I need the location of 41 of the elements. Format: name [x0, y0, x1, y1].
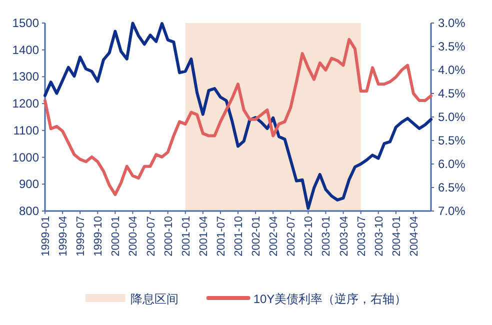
x-tick-label: 2004-04 — [408, 216, 420, 256]
x-tick-label: 1999-10 — [92, 216, 105, 256]
x-tick-label: 2002-04 — [268, 216, 280, 256]
y-tick-label: 900 — [18, 177, 40, 192]
x-tick-label: 2002-07 — [286, 216, 298, 256]
x-tick-label: 2003-01 — [320, 216, 333, 256]
x-tick-label: 2000-01 — [110, 216, 122, 256]
y-tick-label: 1400 — [12, 42, 40, 57]
x-tick-label: 2003-04 — [338, 216, 350, 256]
y-tick-label: 1200 — [12, 96, 40, 111]
y-tick-label: 800 — [18, 204, 40, 218]
x-tick-label: 1999-01 — [40, 216, 52, 256]
x-tick-label: 2000-04 — [128, 216, 140, 256]
x-tick-label: 1999-07 — [75, 216, 88, 256]
x-tick-label: 2000-07 — [145, 216, 158, 256]
y2-tick-label: 3.5% — [438, 40, 466, 54]
x-tick-label: 2002-01 — [250, 216, 263, 256]
x-tick-label: 2001-10 — [233, 216, 245, 256]
y2-tick-label: 4.0% — [438, 63, 466, 77]
x-tick-label: 2001-01 — [180, 216, 192, 256]
legend-label: 降息区间 — [130, 292, 178, 306]
x-tick-label: 1999-04 — [58, 216, 70, 256]
y-tick-label: 1000 — [12, 150, 40, 164]
y2-tick-label: 4.5% — [438, 86, 466, 100]
x-tick-label: 2001-04 — [198, 216, 210, 256]
y2-tick-label: 6.0% — [438, 157, 466, 171]
y-tick-label: 1100 — [13, 123, 40, 138]
y-tick-label: 1500 — [12, 16, 40, 30]
y2-tick-label: 6.5% — [438, 180, 466, 194]
x-tick-label: 2003-10 — [373, 216, 386, 256]
y2-tick-label: 5.0% — [438, 110, 466, 124]
y2-tick-label: 7.0% — [438, 204, 466, 218]
legend-label: 10Y美债利率（逆序，右轴） — [253, 292, 407, 306]
x-tick-label: 2001-07 — [215, 216, 228, 256]
y2-tick-label: 5.5% — [438, 134, 466, 148]
y-tick-label: 1300 — [12, 70, 40, 84]
y2-tick-label: 3.0% — [438, 16, 466, 30]
x-tick-label: 2000-10 — [162, 216, 175, 256]
x-tick-label: 2004-01 — [390, 216, 403, 256]
x-tick-label: 2002-10 — [303, 216, 316, 256]
x-tick-label: 2003-07 — [356, 216, 368, 256]
